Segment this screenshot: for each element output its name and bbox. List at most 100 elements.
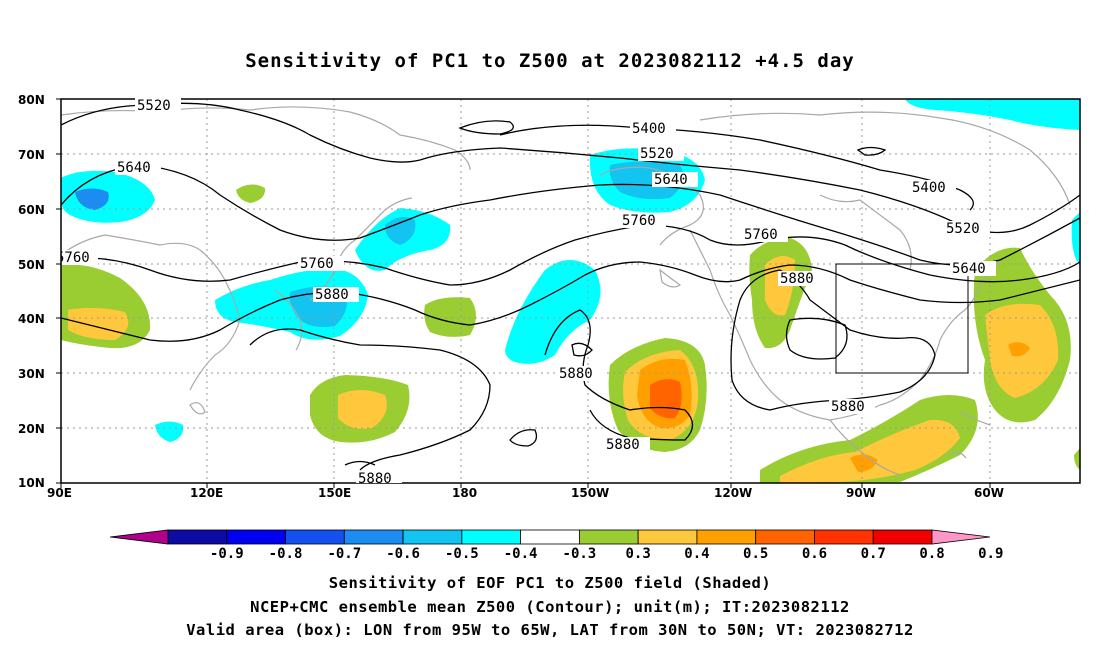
lat-label: 60N — [18, 203, 45, 217]
contour-5880-high — [785, 317, 848, 360]
contour-label: 5640 — [117, 160, 151, 176]
contour-label: 5760 — [622, 213, 656, 229]
lat-label: 20N — [18, 422, 45, 436]
contour-label: 5520 — [640, 146, 674, 162]
contour-label: 5880 — [358, 471, 392, 487]
contour-label: 5400 — [632, 121, 666, 137]
caption-valid-area: Valid area (box): LON from 95W to 65W, L… — [186, 621, 914, 639]
lon-label: 90E — [47, 486, 72, 500]
contour-label: 5760 — [56, 250, 90, 266]
lon-label: 150E — [318, 486, 351, 500]
colorbar-box — [520, 529, 580, 545]
colorbar-label: -0.6 — [386, 546, 420, 562]
lat-label: 30N — [18, 367, 45, 381]
neg-small-hawaii — [155, 421, 184, 442]
lon-label: 120W — [714, 486, 752, 500]
colorbar-box — [872, 529, 933, 545]
contour-5760-west — [61, 224, 1080, 286]
neg-region-northpacific — [505, 260, 601, 364]
contour-label: 5880 — [606, 437, 640, 453]
caption-shaded: Sensitivity of EOF PC1 to Z500 field (Sh… — [328, 574, 772, 592]
coastlines — [61, 106, 1071, 476]
colorbar-label: 0.5 — [743, 546, 768, 562]
contour-label: 5880 — [831, 399, 865, 415]
valid-area-box — [835, 263, 969, 374]
colorbar-label: -0.7 — [327, 546, 361, 562]
colorbar-box — [167, 529, 228, 545]
colorbar-box — [578, 529, 639, 545]
pos-green-edge — [1074, 448, 1080, 470]
colorbar-label: -0.5 — [445, 546, 479, 562]
colorbar-box — [402, 529, 463, 545]
neg-mid-alaska — [609, 161, 684, 200]
contour-label: 5880 — [315, 287, 349, 303]
contour-low-arctic — [856, 146, 887, 156]
contour-5400-east — [499, 124, 974, 211]
contour-low-pacific — [458, 120, 514, 135]
contour-labels: 5520 5400 5520 5640 5640 5760 5760 5880 … — [56, 98, 996, 487]
colorbar-box — [461, 529, 522, 545]
pos-green-dateline — [424, 297, 476, 337]
colorbar-arrow-left — [109, 529, 169, 545]
lon-label: 90W — [846, 486, 876, 500]
colorbar-box — [637, 529, 698, 545]
colorbar: -0.9 -0.8 -0.7 -0.6 -0.5 -0.4 -0.3 0.3 0.4 0.5 0.6… — [109, 529, 1003, 562]
contour-label: 5760 — [300, 256, 334, 272]
contour-5880-pacific — [249, 328, 491, 471]
contour-label: 5520 — [946, 221, 980, 237]
neg-region-greenland — [905, 99, 1080, 130]
sensitivity-shading — [61, 99, 1080, 483]
contour-label: 5520 — [137, 98, 171, 114]
contour-5880-small2 — [509, 429, 538, 447]
contour-label: 5760 — [744, 227, 778, 243]
colorbar-label: 0.6 — [802, 546, 827, 562]
colorbar-box — [814, 529, 874, 545]
lat-label: 10N — [18, 476, 45, 490]
colorbar-label: 0.4 — [684, 546, 709, 562]
contour-5520-west — [61, 102, 421, 163]
neg-edge-east — [1071, 212, 1080, 265]
contour-5880-westus — [730, 269, 936, 411]
pos-yellow-nwpacific — [338, 390, 387, 429]
neg-mid-kamchatka — [385, 216, 416, 245]
lon-label: 60W — [974, 486, 1004, 500]
colorbar-label: 0.9 — [978, 546, 1003, 562]
contour-label: 5640 — [952, 261, 986, 277]
pos-orange-caribbean — [850, 454, 878, 472]
map-frame — [60, 98, 1081, 484]
contour-label: 5880 — [559, 366, 593, 382]
page-title: Sensitivity of PC1 to Z500 at 2023082112… — [245, 50, 855, 72]
lat-label: 80N — [18, 93, 45, 107]
lat-label: 70N — [18, 148, 45, 162]
colorbar-label: 0.8 — [919, 546, 944, 562]
contour-label: 5400 — [912, 180, 946, 196]
contour-5880-lower — [344, 460, 376, 466]
colorbar-box — [285, 529, 345, 545]
colorbar-label: -0.3 — [563, 546, 597, 562]
colorbar-label: 0.3 — [626, 546, 651, 562]
colorbar-box — [343, 529, 404, 545]
neg-core-west-siberia — [75, 188, 109, 210]
contour-5520-east — [419, 147, 1080, 234]
lon-label: 120E — [190, 486, 223, 500]
pos-yellow-caribbean — [780, 419, 960, 483]
contour-5880-small1 — [571, 342, 593, 357]
latitude-labels: 80N 70N 60N 50N 40N 30N 20N 10N — [18, 93, 45, 490]
pos-orange-eastcoast — [1008, 342, 1030, 357]
lon-label: 150W — [571, 486, 609, 500]
caption-contour: NCEP+CMC ensemble mean Z500 (Contour); u… — [250, 598, 850, 616]
contour-label: 5880 — [780, 271, 814, 287]
colorbar-label: -0.9 — [210, 546, 244, 562]
contour-label: 5640 — [654, 172, 688, 188]
lat-label: 40N — [18, 312, 45, 326]
longitude-labels: 90E 120E 150E 180 150W 120W 90W 60W — [47, 486, 1004, 500]
colorbar-box — [226, 529, 286, 545]
lat-label: 50N — [18, 258, 45, 272]
contour-5880-main — [61, 261, 1080, 342]
colorbar-label: -0.8 — [269, 546, 303, 562]
colorbar-arrow-right — [931, 529, 991, 545]
pos-strong-subtropical — [650, 379, 682, 419]
pos-green-mongolia — [236, 184, 266, 203]
colorbar-box — [696, 529, 757, 545]
